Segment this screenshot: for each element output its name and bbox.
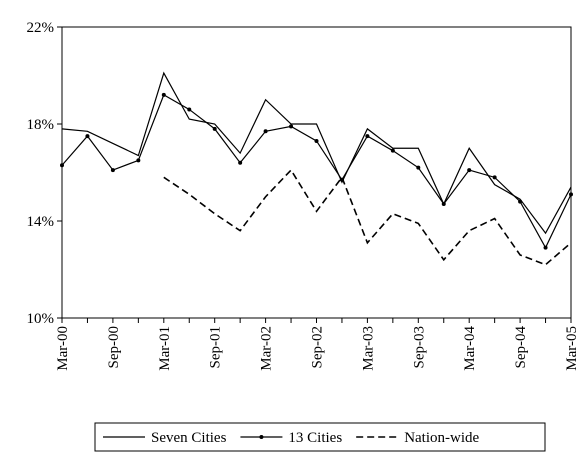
x-tick-label: Mar-04: [462, 326, 478, 371]
x-tick-label: Sep-04: [513, 326, 529, 369]
point: [110, 168, 115, 173]
series-line: [163, 168, 572, 266]
point: [467, 168, 472, 173]
point: [365, 134, 370, 139]
plot-area: [61, 26, 572, 319]
x-tick-label: Mar-03: [360, 326, 376, 371]
point: [569, 192, 573, 197]
y-tick-label: 10%: [27, 311, 55, 327]
x-tick-label: Mar-00: [55, 326, 71, 371]
point: [518, 199, 523, 204]
x-tick-label: Sep-02: [310, 326, 326, 369]
x-tick-label: Sep-03: [411, 326, 427, 369]
point: [85, 134, 90, 139]
point: [161, 92, 166, 97]
series-line: [61, 94, 572, 249]
x-tick-label: Sep-01: [208, 326, 224, 369]
legend-label: Nation-wide: [404, 430, 479, 446]
legend-box: [94, 422, 546, 452]
point: [60, 163, 64, 168]
point: [441, 202, 446, 207]
point: [136, 158, 141, 163]
point: [390, 148, 395, 153]
legend-label: Seven Cities: [151, 430, 227, 446]
y-tick-label: 18%: [27, 117, 55, 133]
point: [492, 175, 497, 180]
point: [187, 107, 192, 112]
point: [289, 124, 294, 129]
point: [543, 245, 548, 250]
legend-label: 13 Cities: [288, 430, 342, 446]
y-tick-label: 22%: [27, 20, 55, 36]
x-tick-label: Mar-02: [259, 326, 275, 371]
x-tick-label: Sep-00: [106, 326, 122, 369]
x-tick-label: Mar-05: [564, 326, 578, 371]
point: [238, 160, 243, 165]
point: [314, 138, 319, 143]
legend-marker: [259, 435, 264, 439]
point: [416, 165, 421, 170]
point: [263, 129, 268, 134]
point: [212, 126, 217, 131]
series-line: [61, 71, 572, 235]
x-tick-label: Mar-01: [157, 326, 173, 371]
y-tick-label: 14%: [27, 214, 55, 230]
